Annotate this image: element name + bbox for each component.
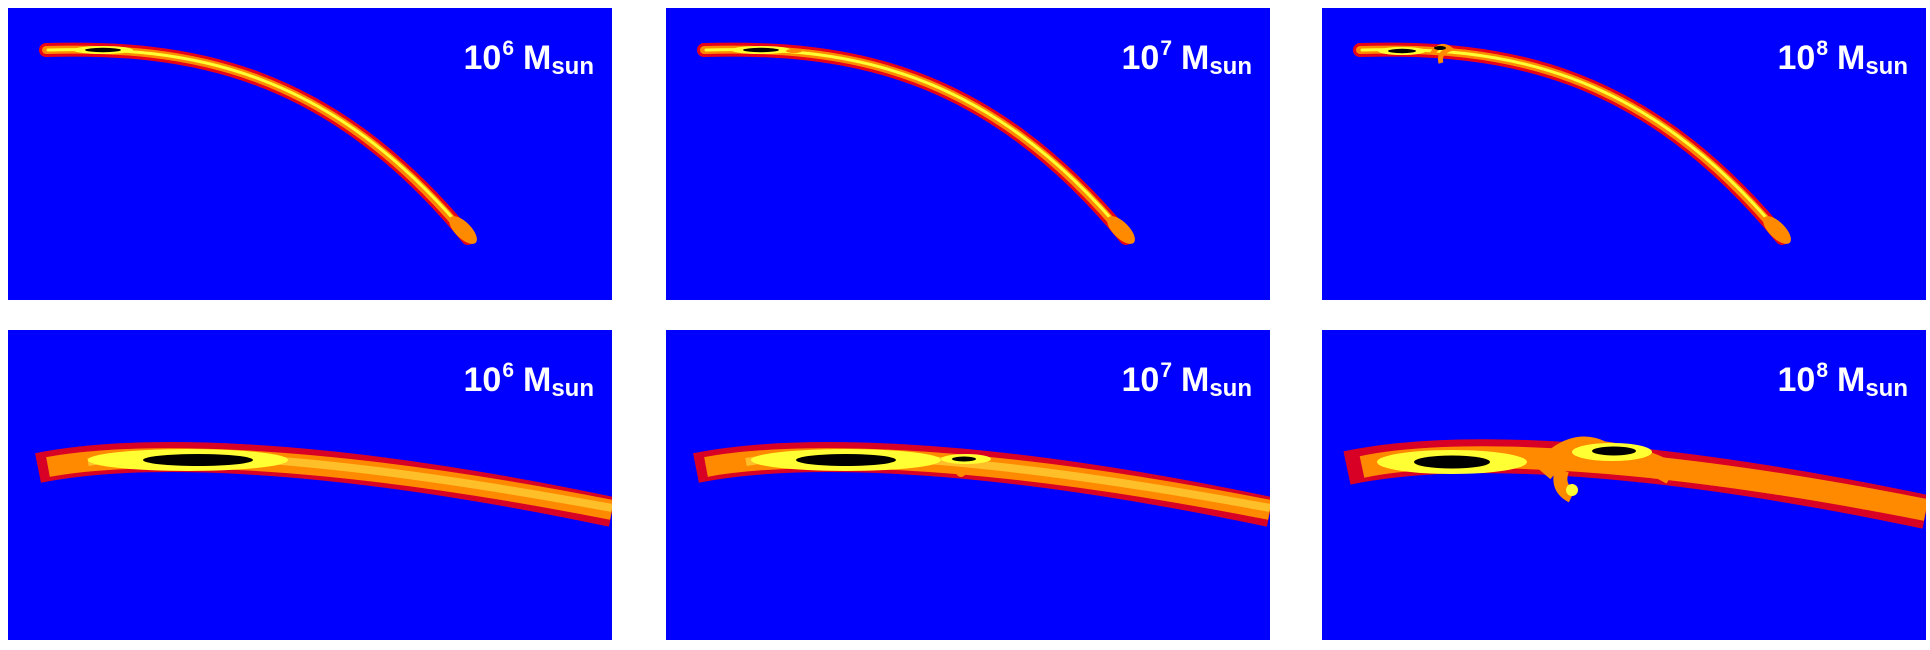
- mass-label-unit-sub: sun: [551, 375, 594, 402]
- mass-label-exponent: 6: [502, 359, 514, 382]
- mass-label-unit: M: [1837, 361, 1866, 399]
- mass-label-unit-sub: sun: [551, 53, 594, 80]
- mass-label: 107 Msun: [1121, 360, 1252, 401]
- mass-label: 107 Msun: [1121, 38, 1252, 79]
- mass-label-base: 10: [1121, 361, 1160, 399]
- mass-label-base: 10: [1777, 39, 1816, 77]
- heatmap-ridge-zoom: [1343, 436, 1926, 529]
- mass-label-exponent: 8: [1816, 37, 1828, 60]
- mass-label: 106 Msun: [463, 38, 594, 79]
- heatmap-ridge: [697, 42, 1135, 245]
- mass-label: 108 Msun: [1777, 38, 1908, 79]
- panel-top-1e8: 108 Msun: [1322, 8, 1926, 300]
- mass-label: 106 Msun: [463, 360, 594, 401]
- mass-label-unit: M: [1181, 361, 1210, 399]
- mass-label-unit: M: [523, 361, 552, 399]
- mass-label-base: 10: [1121, 39, 1160, 77]
- mass-label-unit: M: [523, 39, 552, 77]
- panel-top-1e7: 107 Msun: [666, 8, 1270, 300]
- mass-label-base: 10: [1777, 361, 1816, 399]
- heatmap-ridge: [39, 42, 477, 245]
- mass-label-exponent: 7: [1160, 37, 1172, 60]
- mass-label-unit-sub: sun: [1865, 53, 1908, 80]
- mass-label-base: 10: [463, 361, 502, 399]
- heatmap-ridge-zoom: [693, 442, 1270, 527]
- heatmap-ridge-zoom: [35, 442, 612, 527]
- panel-top-1e6: 106 Msun: [8, 8, 612, 300]
- mass-label-exponent: 6: [502, 37, 514, 60]
- panel-bottom-1e8: 108 Msun: [1322, 330, 1926, 640]
- mass-label: 108 Msun: [1777, 360, 1908, 401]
- mass-label-unit-sub: sun: [1209, 375, 1252, 402]
- mass-label-base: 10: [463, 39, 502, 77]
- mass-label-unit-sub: sun: [1209, 53, 1252, 80]
- panel-bottom-1e6: 106 Msun: [8, 330, 612, 640]
- mass-label-unit: M: [1837, 39, 1866, 77]
- mass-label-exponent: 8: [1816, 359, 1828, 382]
- mass-label-unit: M: [1181, 39, 1210, 77]
- mass-label-unit-sub: sun: [1865, 375, 1908, 402]
- mass-label-exponent: 7: [1160, 359, 1172, 382]
- heatmap-ridge: [1353, 42, 1791, 245]
- panel-bottom-1e7: 107 Msun: [666, 330, 1270, 640]
